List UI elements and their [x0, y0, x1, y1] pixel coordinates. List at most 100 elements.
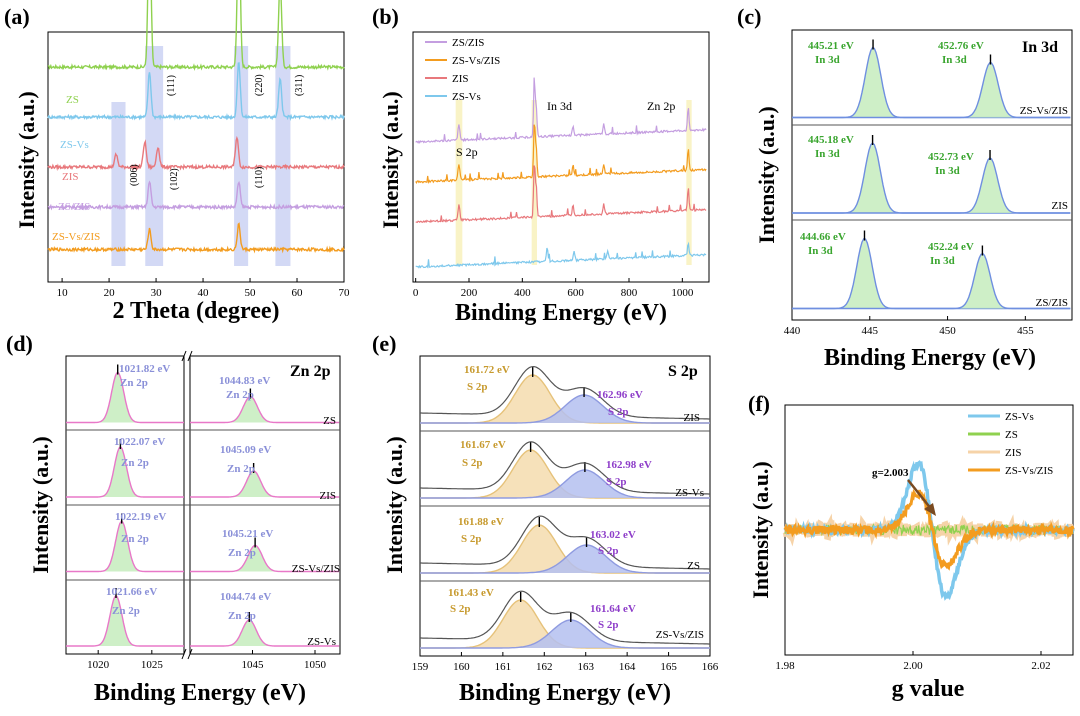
panel-e-peak-3-2-sub: S 2p	[598, 545, 619, 557]
panel-e-title: S 2p	[668, 363, 698, 380]
panel-d-curve-1-0	[66, 446, 184, 498]
panel-d: (d) 1020 1025 1045 1050 Zn 2p 1021.82 eV Zn…	[6, 331, 341, 706]
panel-d-peak-3-1-sub: Zn 2p	[121, 533, 149, 545]
panel-a-curve-zsvs	[47, 62, 345, 122]
panel-a-plot-frame	[47, 31, 345, 283]
panel-c-tick-label-2: 450	[939, 325, 956, 337]
panel-f-tick-label-1: 2.00	[903, 660, 923, 672]
panel-d-peak-2-1: 1022.07 eV	[114, 436, 165, 448]
panel-f-label: (f)	[748, 391, 770, 416]
panel-d-separators	[66, 429, 340, 581]
panel-b-tick-label-0: 0	[413, 287, 419, 299]
panel-c-tick-label-1: 445	[862, 325, 879, 337]
panel-e-tick-label-1: 160	[453, 661, 470, 673]
panel-d-peak-4-2-sub: Zn 2p	[228, 610, 256, 622]
panel-e-curve-2-1	[420, 544, 710, 574]
panel-b-tick-label-4: 800	[621, 287, 638, 299]
panel-d-left-tick-label-0: 1020	[87, 659, 110, 671]
panel-d-break-top-1	[181, 350, 187, 362]
panel-d-peak-1-1: 1021.82 eV	[119, 363, 170, 375]
panel-a-curve-zszis	[47, 180, 345, 212]
panel-d-peak-3-1: 1022.19 eV	[115, 511, 166, 523]
panel-c-sample-1: ZS-Vs/ZIS	[1020, 105, 1068, 117]
panel-a-tick-label-5: 60	[292, 287, 304, 299]
panel-e-tick-label-0: 159	[412, 661, 429, 673]
panel-e-peak-labels-left: 161.72 eV S 2p 161.67 eV S 2p 161.88 eV …	[448, 364, 510, 615]
panel-d-peak-3-2-sub: Zn 2p	[228, 547, 256, 559]
panel-a-ticks: 10 20 30 40 50 60 70	[57, 278, 350, 299]
panel-d-xlabel: Binding Energy (eV)	[94, 680, 306, 706]
panel-f-legend-zs: ZS	[1005, 429, 1018, 441]
panel-d-peak-3-2: 1045.21 eV	[222, 528, 273, 540]
panel-e-tick-label-5: 164	[619, 661, 636, 673]
panel-c-peak-3-1: 444.66 eV	[800, 231, 846, 243]
panel-c-curves	[792, 39, 1072, 310]
panel-e-separators	[420, 430, 710, 582]
panel-e-peak-3-2: 163.02 eV	[590, 529, 636, 541]
panel-e-peak-4-2: 161.64 eV	[590, 603, 636, 615]
panel-e-xlabel: Binding Energy (eV)	[459, 680, 671, 706]
panel-a-label-zsvszis: ZS-Vs/ZIS	[52, 231, 100, 243]
panel-f-legend-zsvszis: ZS-Vs/ZIS	[1005, 465, 1053, 477]
panel-d-peak-1-2: 1044.83 eV	[219, 375, 270, 387]
panel-d-peak-4-1-sub: Zn 2p	[112, 605, 140, 617]
panel-a-curves	[47, 0, 345, 254]
panel-c-ylabel: Intensity (a.u.)	[754, 106, 779, 244]
panel-d-sample-4: ZS-Vs	[307, 636, 336, 648]
panel-e-ylabel: Intensity (a.u.)	[382, 436, 407, 574]
panel-e-envelope-0	[420, 365, 710, 420]
panel-a-xlabel: 2 Theta (degree)	[112, 298, 279, 324]
panel-a-highlight-0	[111, 102, 126, 266]
panel-a-tick-label-4: 50	[245, 287, 257, 299]
panel-e-peak-1-2-sub: S 2p	[608, 406, 629, 418]
panel-d-curve-2-1	[190, 544, 340, 573]
panel-a-annot-220: (220)	[254, 74, 265, 96]
panel-e-fill-0-1	[420, 395, 710, 423]
panel-a-tick-label-0: 10	[57, 287, 69, 299]
panel-c-peak-3-2-sub: In 3d	[930, 255, 955, 267]
panel-e-sample-4: ZS-Vs/ZIS	[656, 629, 704, 641]
panel-c-peak-2-1-sub: In 3d	[815, 148, 840, 160]
panel-f-arrow	[907, 479, 933, 511]
panel-b-legend-zsvszis: ZS-Vs/ZIS	[452, 55, 500, 67]
panel-d-curve-3-0	[66, 595, 184, 647]
panel-e-curves	[420, 365, 710, 649]
panel-c-xlabel: Binding Energy (eV)	[824, 345, 1036, 371]
panel-b-annot-s2p: S 2p	[456, 145, 478, 159]
panel-e-peak-3-1-sub: S 2p	[461, 533, 482, 545]
panel-d-title: Zn 2p	[290, 363, 331, 380]
panel-f-curve-3	[783, 488, 1075, 571]
panel-e-fill-3-0	[420, 600, 710, 648]
panel-f-annot-g: g=2.003	[872, 467, 909, 479]
panel-b-highlight-0	[455, 100, 463, 265]
panel-e-peak-1-1: 161.72 eV	[464, 364, 510, 376]
panel-b-legend-zszis: ZS/ZIS	[452, 37, 484, 49]
panel-b-legend-zsvs: ZS-Vs	[452, 91, 481, 103]
panel-e-tick-label-7: 166	[702, 661, 719, 673]
panel-c-peak-labels: 445.21 eV In 3d 452.76 eV In 3d 445.18 e…	[800, 40, 984, 267]
panel-d-sample-3: ZS-Vs/ZIS	[292, 563, 340, 575]
panel-c-sample-3: ZS/ZIS	[1036, 297, 1068, 309]
panel-e-tick-label-6: 165	[660, 661, 677, 673]
panel-d-break-top-2	[187, 350, 193, 362]
panel-b-highlight-2	[686, 100, 692, 265]
panel-c-fill-1-1	[792, 158, 1072, 213]
panel-e-curve-0-1	[420, 394, 710, 424]
panel-b: (b) 0 200 400 600 800 1000 ZS/ZIS ZS-Vs/ZIS Z…	[372, 4, 710, 326]
panel-c-peak-3-2: 452.24 eV	[928, 241, 974, 253]
panel-e-curve-3-1	[420, 619, 710, 649]
panel-d-fill-3-0	[66, 596, 184, 646]
panel-c-curve-0-1	[792, 62, 1071, 119]
panel-b-highlight-1	[531, 100, 537, 265]
panel-a-label-zszis: ZS/ZIS	[58, 201, 90, 213]
panel-b-legend: ZS/ZIS ZS-Vs/ZIS ZIS ZS-Vs	[425, 37, 500, 103]
panel-a-curve-zis	[47, 135, 345, 172]
panel-a-tick-label-3: 40	[198, 287, 210, 299]
panel-f-ylabel: Intensity (a.u.)	[748, 461, 773, 599]
panel-a-annot-311: (311)	[294, 75, 305, 96]
panel-e-envelope-1	[420, 441, 710, 495]
panel-a-highlights	[111, 46, 291, 266]
panel-b-ylabel: Intensity (a.u.)	[378, 91, 403, 229]
panel-c-peak-1-1: 445.21 eV	[808, 40, 854, 52]
panel-b-ticks: 0 200 400 600 800 1000	[413, 278, 694, 299]
